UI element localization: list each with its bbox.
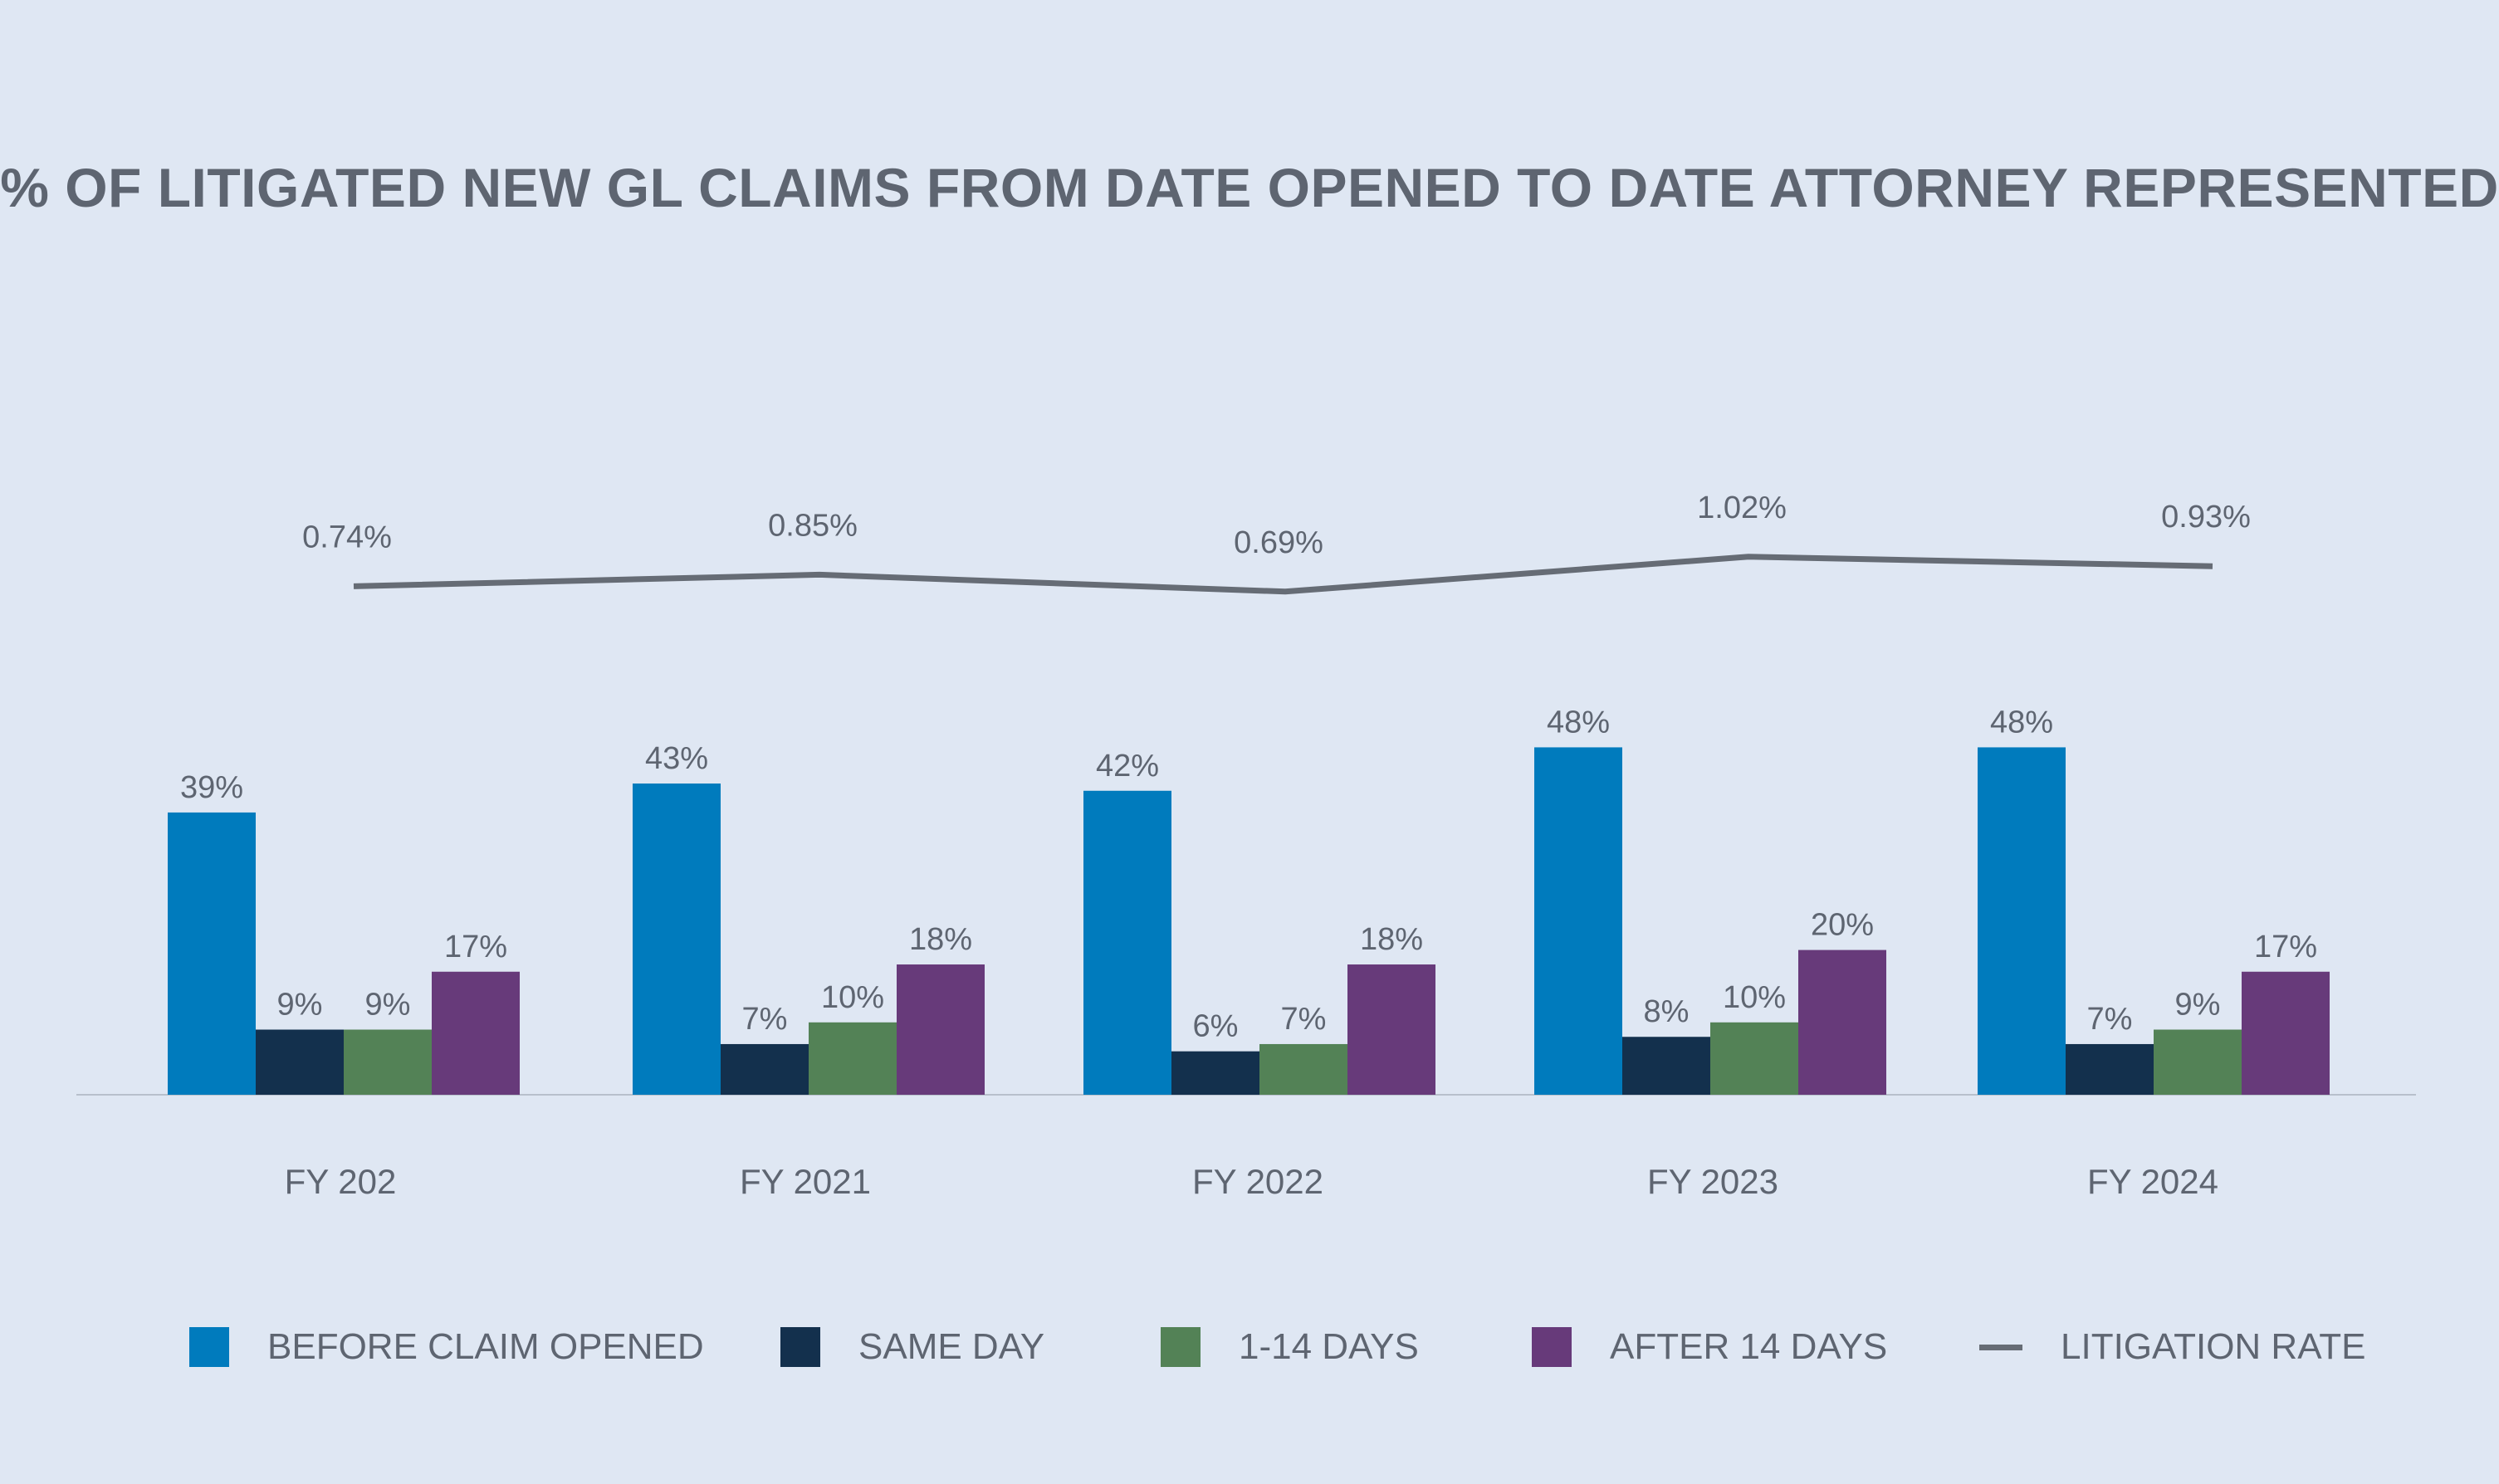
- bar-data-label: 48%: [1990, 705, 2053, 740]
- bar-data-label: 7%: [1281, 1002, 1327, 1037]
- legend-label: 1-14 DAYS: [1239, 1326, 1419, 1367]
- bar-data-label: 7%: [2087, 1002, 2133, 1037]
- bar-data-label: 17%: [2254, 930, 2317, 964]
- chart-title: % OF LITIGATED NEW GL CLAIMS FROM DATE O…: [0, 157, 2499, 218]
- bar-data-label: 18%: [909, 922, 972, 957]
- legend-item: LITIGATION RATE: [1979, 1318, 2366, 1376]
- legend-label: BEFORE CLAIM OPENED: [267, 1326, 704, 1367]
- litigation-rate-line: [353, 554, 2213, 595]
- bar-data-label: 8%: [1644, 994, 1690, 1029]
- bar: [633, 783, 721, 1095]
- bar: [2242, 971, 2330, 1095]
- bar-data-label: 42%: [1096, 749, 1159, 783]
- legend-swatch: [1532, 1327, 1572, 1367]
- x-tick-label: FY 2023: [1647, 1162, 1778, 1201]
- legend-label: AFTER 14 DAYS: [1610, 1326, 1888, 1367]
- bar: [2154, 1029, 2242, 1095]
- bar-data-label: 48%: [1547, 705, 1610, 740]
- x-tick-label: FY 2024: [2087, 1162, 2218, 1201]
- legend-line-marker: [1979, 1344, 2022, 1350]
- legend-item: SAME DAY: [780, 1318, 1044, 1376]
- bar-data-label: 20%: [1811, 908, 1874, 943]
- legend-item: BEFORE CLAIM OPENED: [189, 1318, 704, 1376]
- bar-data-label: 9%: [2175, 988, 2221, 1023]
- bar-data-label: 17%: [444, 930, 507, 964]
- bar: [1622, 1037, 1710, 1095]
- x-tick-label: FY 2021: [740, 1162, 871, 1201]
- bar: [1259, 1043, 1347, 1095]
- bar: [1083, 790, 1171, 1095]
- bar: [432, 971, 520, 1095]
- line-data-label: 0.74%: [302, 520, 392, 554]
- bar: [1710, 1022, 1798, 1095]
- bar: [2066, 1043, 2154, 1095]
- bar: [1534, 747, 1622, 1095]
- bar-data-label: 9%: [277, 988, 323, 1023]
- legend-label: SAME DAY: [858, 1326, 1045, 1367]
- legend-swatch: [189, 1327, 229, 1367]
- line-data-label: 0.93%: [2161, 500, 2251, 535]
- bar: [809, 1022, 897, 1095]
- line-data-label: 0.85%: [768, 508, 858, 543]
- legend-swatch: [1161, 1327, 1201, 1367]
- legend-swatch: [780, 1327, 820, 1367]
- legend-item: 1-14 DAYS: [1161, 1318, 1419, 1376]
- bar-data-label: 10%: [821, 980, 884, 1015]
- bar: [256, 1029, 344, 1095]
- legend-label: LITIGATION RATE: [2061, 1326, 2366, 1367]
- bar: [1798, 949, 1886, 1095]
- bar-data-label: 9%: [365, 988, 411, 1023]
- bar: [1171, 1051, 1259, 1095]
- bar-data-label: 43%: [645, 741, 708, 776]
- x-tick-label: FY 202: [285, 1162, 397, 1201]
- bar-data-label: 7%: [742, 1002, 788, 1037]
- legend-item: AFTER 14 DAYS: [1532, 1318, 1887, 1376]
- bar-data-label: 39%: [180, 770, 243, 805]
- bar-data-label: 6%: [1193, 1009, 1239, 1044]
- bar: [1978, 747, 2066, 1095]
- bar: [344, 1029, 432, 1095]
- line-data-label: 0.69%: [1234, 525, 1323, 560]
- bar: [721, 1043, 809, 1095]
- bar-data-label: 18%: [1360, 922, 1423, 957]
- bar: [168, 812, 256, 1095]
- x-tick-label: FY 2022: [1192, 1162, 1323, 1201]
- line-data-label: 1.02%: [1697, 491, 1787, 525]
- bar: [1347, 964, 1435, 1095]
- chart-legend: BEFORE CLAIM OPENED SAME DAY 1-14 DAYS AFTE…: [0, 1318, 2499, 1376]
- bar: [897, 964, 985, 1095]
- bar-data-label: 10%: [1723, 980, 1786, 1015]
